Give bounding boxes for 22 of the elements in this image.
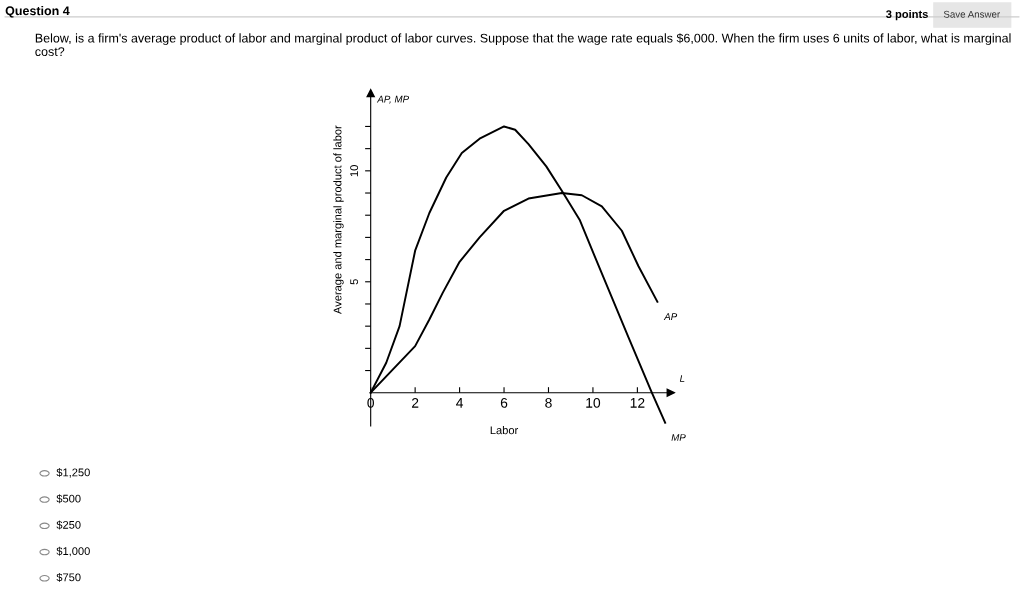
series-label: MP [671, 434, 686, 441]
text: $1,000 [56, 546, 90, 557]
y-axis-title: Average and marginal product of labor [333, 125, 344, 315]
text: 3 points [886, 9, 928, 21]
x-tick-label: 4 [456, 398, 464, 408]
text: $750 [56, 572, 81, 582]
text: Save Answer [943, 10, 1000, 18]
x-tick-label: 2 [411, 397, 419, 408]
text: $500 [56, 494, 81, 504]
y-tick-label: 5 [350, 279, 359, 285]
annotation: AP, MP [376, 95, 409, 104]
text: L [679, 375, 685, 382]
series-label: AP [663, 313, 678, 320]
text: Question 4 [5, 6, 70, 18]
text: $1,250 [56, 468, 90, 478]
x-tick-label: 8 [545, 397, 552, 408]
x-tick-label: 10 [586, 397, 601, 408]
x-tick-label: 6 [500, 397, 508, 408]
x-tick-label: 12 [630, 397, 645, 408]
text: $250 [56, 520, 81, 530]
chart-subtitle: Below, is a firm's average product of labor and marginal product of labor curves. Suppose that the wage rate equals $6,000. When the firm uses 6 units of labor, what is marginal cost? [35, 33, 1011, 57]
x-axis-title: Labor [490, 426, 519, 435]
